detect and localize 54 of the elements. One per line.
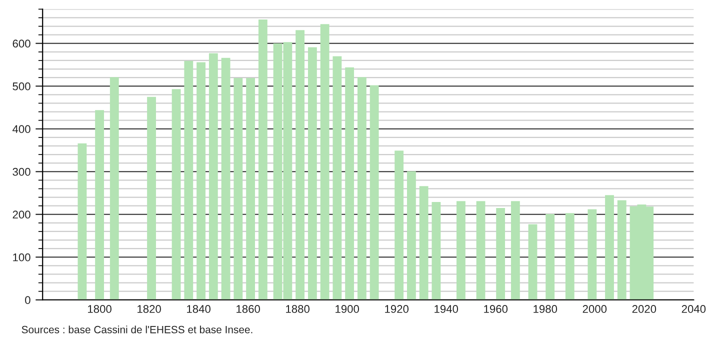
bar bbox=[110, 77, 119, 300]
bar bbox=[605, 195, 614, 300]
x-tick-label: 2020 bbox=[632, 305, 656, 313]
x-tick-label: 1800 bbox=[88, 305, 112, 313]
x-tick-label: 1940 bbox=[434, 305, 458, 313]
x-tick-label: 2040 bbox=[682, 305, 706, 313]
source-note: Sources : base Cassini de l'EHESS et base Insee. bbox=[22, 326, 252, 334]
x-tick-label: 1980 bbox=[534, 305, 558, 313]
y-tick-label: 300 bbox=[12, 168, 30, 176]
bar bbox=[432, 202, 441, 300]
bar bbox=[394, 150, 404, 300]
bar bbox=[345, 67, 354, 300]
bar bbox=[617, 200, 626, 300]
bar bbox=[456, 201, 466, 300]
x-tick-label: 2000 bbox=[582, 305, 607, 313]
y-tick-label: 200 bbox=[12, 210, 30, 219]
bar bbox=[208, 53, 218, 300]
y-tick-label: 100 bbox=[13, 253, 30, 262]
bar bbox=[407, 171, 416, 300]
bar bbox=[296, 30, 305, 300]
x-tick-label: 1880 bbox=[286, 305, 310, 313]
bar bbox=[308, 47, 317, 300]
bar bbox=[78, 143, 87, 300]
bar bbox=[246, 78, 255, 300]
y-tick-label: 400 bbox=[12, 125, 30, 134]
bar bbox=[476, 201, 486, 300]
bar bbox=[419, 186, 428, 300]
bar bbox=[320, 24, 330, 300]
y-tick-label: 500 bbox=[12, 82, 30, 90]
x-tick-label: 1900 bbox=[336, 305, 360, 313]
bar bbox=[147, 96, 156, 300]
bar bbox=[510, 201, 520, 300]
bar bbox=[184, 60, 194, 300]
bar bbox=[234, 78, 243, 300]
bar bbox=[95, 110, 104, 300]
bar bbox=[357, 77, 366, 300]
x-tick-label: 1860 bbox=[236, 305, 260, 313]
x-tick-label: 1820 bbox=[138, 305, 161, 313]
bar bbox=[588, 209, 597, 300]
bar bbox=[370, 85, 379, 300]
x-tick-label: 1840 bbox=[187, 305, 210, 313]
y-tick-label: 0 bbox=[25, 296, 30, 304]
x-tick-label: 1960 bbox=[484, 305, 508, 313]
bar bbox=[172, 89, 181, 300]
bar bbox=[528, 224, 538, 300]
y-tick-label: 600 bbox=[12, 40, 30, 48]
bar bbox=[565, 213, 574, 300]
bar bbox=[332, 56, 342, 300]
bar bbox=[221, 58, 230, 300]
bar bbox=[258, 19, 268, 300]
x-tick-label: 1920 bbox=[385, 305, 409, 313]
bar bbox=[496, 208, 506, 300]
bar bbox=[546, 214, 555, 300]
bar bbox=[196, 62, 206, 300]
